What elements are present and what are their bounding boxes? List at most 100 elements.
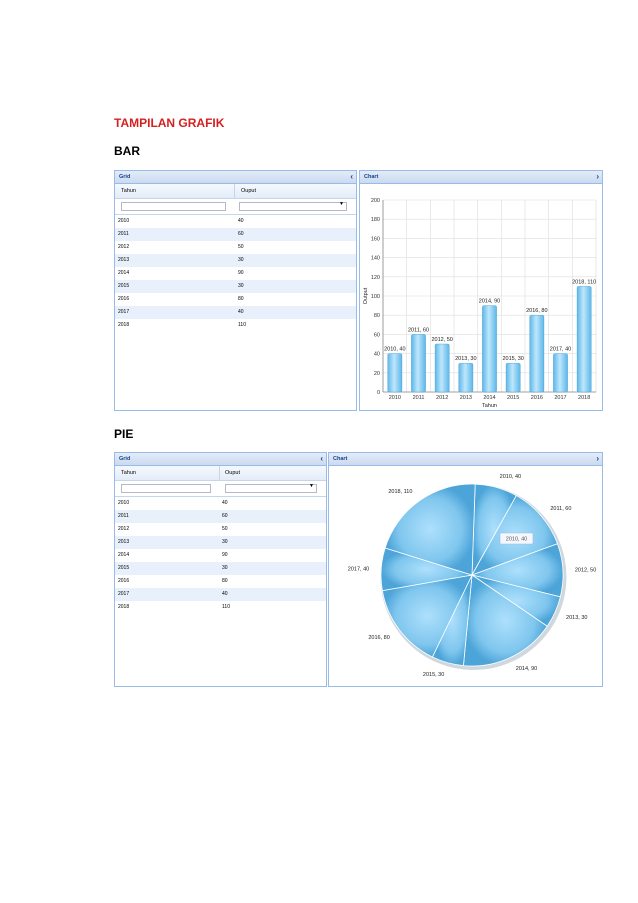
- bar: [529, 314, 545, 393]
- table-row[interactable]: 2018 110: [115, 319, 356, 332]
- table-row[interactable]: 2014 90: [115, 267, 356, 280]
- x-tick-label: 2018: [578, 395, 590, 401]
- table-row[interactable]: 2010 40: [115, 497, 326, 510]
- cell-output: 30: [222, 539, 228, 545]
- cell-tahun: 2011: [118, 513, 129, 519]
- bar-chart-panel: Chart › 0 20 40 60 80 100 120 140 160 180 200 2010 2…: [359, 170, 603, 411]
- bar: [482, 305, 497, 393]
- bar-grid-panel: Grid ‹ Tahun Ouput ▼ 2010 40 2011 60 2012 50 2…: [114, 170, 357, 411]
- column-separator: [219, 466, 220, 480]
- table-row[interactable]: 2011 60: [115, 510, 326, 523]
- cell-tahun: 2014: [118, 552, 130, 558]
- pie-chart-panel: Chart › 2010, 40 2011, 60 2012, 50 2013, 30…: [328, 452, 603, 687]
- column-header-tahun[interactable]: Tahun: [121, 470, 136, 476]
- chevron-left-icon[interactable]: ‹: [320, 454, 323, 463]
- cell-tahun: 2013: [118, 257, 130, 263]
- table-row[interactable]: 2016 80: [115, 575, 326, 588]
- x-tick-label: 2014: [483, 395, 495, 401]
- y-tick-label: 80: [374, 313, 380, 319]
- table-row[interactable]: 2015 30: [115, 562, 326, 575]
- pie-slice: [384, 483, 476, 576]
- grid-panel-title: Grid: [119, 456, 131, 462]
- pie-section-heading: PIE: [114, 427, 134, 441]
- y-tick-label: 180: [371, 217, 380, 223]
- x-tick-label: 2015: [507, 395, 519, 401]
- table-row[interactable]: 2012 50: [115, 241, 356, 254]
- y-tick-label: 140: [371, 256, 380, 262]
- grid-column-headers: Tahun Ouput: [115, 466, 326, 481]
- output-filter-select[interactable]: ▼: [225, 483, 317, 493]
- column-header-output[interactable]: Ouput: [241, 188, 256, 194]
- cell-tahun: 2015: [118, 565, 130, 571]
- chevron-right-icon[interactable]: ›: [596, 172, 599, 181]
- data-label: 2010, 40: [384, 347, 405, 353]
- cell-output: 90: [222, 552, 228, 558]
- chevron-down-icon: ▼: [309, 483, 314, 489]
- table-row[interactable]: 2014 90: [115, 549, 326, 562]
- grid-rows: 2010 40 2011 60 2012 50 2013 30 2014 90 2015 30 2016…: [115, 497, 326, 614]
- table-row[interactable]: 2010 40: [115, 215, 356, 228]
- table-row[interactable]: 2011 60: [115, 228, 356, 241]
- tooltip-box: [499, 532, 534, 545]
- pie-label: 2013, 30: [566, 615, 587, 621]
- bar: [434, 343, 450, 393]
- table-row[interactable]: 2012 50: [115, 523, 326, 536]
- grid-rows: 2010 40 2011 60 2012 50 2013 30 2014 90 2015 30 2016…: [115, 215, 356, 332]
- column-header-tahun[interactable]: Tahun: [121, 188, 136, 194]
- bar: [387, 353, 403, 393]
- tahun-filter-input[interactable]: [121, 484, 211, 493]
- cell-tahun: 2013: [118, 539, 130, 545]
- data-label: 2015, 30: [502, 356, 523, 362]
- cell-tahun: 2015: [118, 283, 130, 289]
- tooltip-text: 2010, 40: [506, 537, 527, 543]
- x-tick-label: 2016: [531, 395, 543, 401]
- cell-tahun: 2018: [118, 322, 130, 328]
- table-row[interactable]: 2013 30: [115, 254, 356, 267]
- grid-column-headers: Tahun Ouput: [115, 184, 356, 199]
- pie-label: 2016, 80: [368, 635, 389, 641]
- bar-section-heading: BAR: [114, 144, 140, 158]
- cell-output: 60: [238, 231, 244, 237]
- table-row[interactable]: 2013 30: [115, 536, 326, 549]
- column-header-output[interactable]: Ouput: [225, 470, 240, 476]
- pie-label: 2017, 40: [348, 566, 369, 572]
- pie-grid-panel: Grid ‹ Tahun Ouput ▼ 2010 40 2011 60 2012 50 2…: [114, 452, 327, 687]
- pie-slice: [381, 574, 473, 658]
- grid-filter-row: ▼: [115, 199, 356, 215]
- cell-tahun: 2010: [118, 500, 130, 506]
- chevron-down-icon: ▼: [339, 201, 344, 207]
- cell-output: 40: [238, 218, 244, 224]
- y-tick-label: 200: [371, 198, 380, 204]
- cell-tahun: 2016: [118, 578, 130, 584]
- x-tick-label: 2017: [554, 395, 566, 401]
- cell-tahun: 2012: [118, 526, 130, 532]
- chevron-right-icon[interactable]: ›: [596, 454, 599, 463]
- tahun-filter-input[interactable]: [121, 202, 226, 211]
- grid-panel-header: Grid ‹: [115, 171, 356, 184]
- output-filter-select[interactable]: ▼: [239, 201, 347, 211]
- cell-output: 30: [238, 283, 244, 289]
- bar: [505, 362, 521, 393]
- cell-output: 80: [222, 578, 228, 584]
- table-row[interactable]: 2015 30: [115, 280, 356, 293]
- grid-panel-title: Grid: [119, 174, 131, 180]
- table-row[interactable]: 2016 80: [115, 293, 356, 306]
- grid-filter-row: ▼: [115, 481, 326, 497]
- pie-label: 2018, 110: [388, 489, 412, 495]
- pie-label: 2012, 50: [575, 567, 596, 573]
- table-row[interactable]: 2017 40: [115, 306, 356, 319]
- table-row[interactable]: 2018 110: [115, 601, 326, 614]
- bar-chart: 0 20 40 60 80 100 120 140 160 180 200 2010 2010, 40 2…: [363, 198, 597, 409]
- chevron-left-icon[interactable]: ‹: [350, 172, 353, 181]
- bar: [458, 362, 474, 393]
- pie-slice: [463, 574, 548, 667]
- data-label: 2016, 80: [526, 308, 547, 314]
- y-tick-label: 0: [377, 390, 380, 396]
- data-label: 2017, 40: [550, 347, 571, 353]
- pie-label: 2014, 90: [516, 666, 537, 672]
- table-row[interactable]: 2017 40: [115, 588, 326, 601]
- cell-output: 110: [238, 322, 246, 328]
- data-label: 2018, 110: [572, 279, 596, 285]
- cell-output: 90: [238, 270, 244, 276]
- cell-output: 30: [222, 565, 228, 571]
